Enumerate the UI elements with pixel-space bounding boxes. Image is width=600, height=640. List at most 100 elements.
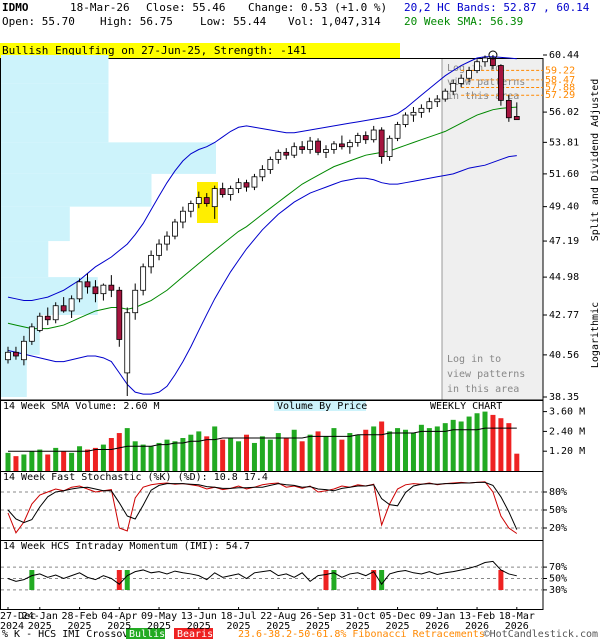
volume-bar <box>498 418 504 471</box>
candle-body <box>410 111 417 116</box>
volume-by-price-bar <box>1 55 109 84</box>
y-tick-label: 49.40 <box>549 202 579 213</box>
legend-text: % K - HCS IMI Crossover, <box>2 629 147 640</box>
x-tick-label: 28-Feb <box>61 611 97 622</box>
candle-body <box>442 90 449 100</box>
change: Change: 0.53 (+1.0 %) <box>248 1 387 14</box>
axis-note: Logarithmic <box>590 302 600 368</box>
volume-bar <box>514 453 520 471</box>
pattern-label: Bullish Engulfing on 27-Jun-25, Strength… <box>2 44 307 57</box>
volume-bar <box>490 414 496 471</box>
candle-body <box>195 197 202 205</box>
candle-body <box>52 305 59 321</box>
x-tick-year: 2025 <box>227 621 251 632</box>
x-tick-year: 2025 <box>107 621 131 632</box>
bands-label: 20,2 HC Bands: 52.87 , 60.14 <box>404 1 590 14</box>
volume-bar <box>410 433 416 471</box>
x-tick-year: 2025 <box>266 621 290 632</box>
candle-body <box>20 340 27 361</box>
candle-body <box>315 140 321 153</box>
axis-note: Split and Dividend Adjusted <box>590 79 600 242</box>
candle-body <box>394 124 401 139</box>
volume-bar <box>188 434 194 471</box>
volume-bar <box>418 424 424 471</box>
volume-bar <box>331 428 337 471</box>
volume-bar <box>236 441 242 471</box>
crossover-marker <box>124 570 130 590</box>
volume-bar <box>180 438 186 471</box>
crossover-marker <box>29 570 35 590</box>
candle-body <box>164 235 170 245</box>
volume-bar <box>299 441 305 471</box>
volume-bar <box>21 454 27 471</box>
x-tick-label: 13-Jun <box>181 611 217 622</box>
crossover-marker <box>379 570 385 590</box>
volume-bar <box>108 438 114 471</box>
y-tick-label: 3.60 M <box>549 407 585 418</box>
x-tick-year: 2024 <box>0 621 24 632</box>
volume-bar <box>283 438 289 471</box>
volume-bar <box>69 452 75 471</box>
candle-body <box>378 129 385 158</box>
y-tick-label: 2.40 M <box>549 426 585 437</box>
candle-body <box>346 142 353 148</box>
volume-by-price-bar <box>1 83 109 113</box>
y-tick-label: 30% <box>549 585 567 596</box>
volume-title: 14 Week SMA Volume: 2.60 M <box>3 401 160 412</box>
candle-body <box>243 182 250 188</box>
volume-bar <box>482 411 488 471</box>
candle-body <box>474 61 480 71</box>
volume-bar <box>259 436 265 471</box>
candle-body <box>148 254 155 268</box>
crossover-marker <box>331 570 337 590</box>
crossover-marker <box>323 570 329 590</box>
candle-body <box>370 129 377 141</box>
y-tick-label: 1.20 M <box>549 446 585 457</box>
x-tick-year: 2026 <box>505 621 529 632</box>
candle-body <box>434 98 441 103</box>
candle-body <box>426 101 433 109</box>
x-tick-label: 04-Apr <box>101 611 137 622</box>
candle-body <box>323 149 329 153</box>
x-tick-label: 05-Dec <box>379 611 415 622</box>
x-tick-label: 31-Oct <box>340 611 376 622</box>
candle-body <box>84 281 91 288</box>
x-tick-label: 18-Mar <box>499 611 535 622</box>
volume-bar <box>156 442 162 471</box>
candle-body <box>132 289 139 314</box>
legend-bullish-box <box>126 628 165 639</box>
low: Low: 55.44 <box>200 15 267 28</box>
volume-bar <box>450 419 456 471</box>
y-tick-label: 47.19 <box>549 236 579 247</box>
volume-bar <box>196 431 202 471</box>
candle-body <box>156 243 162 256</box>
x-tick-year: 2025 <box>147 621 171 632</box>
stochastic-line <box>7 481 518 530</box>
stochastic-title: 14 Week Fast Stochastic (%K) (%D): 10.8 … <box>3 472 268 483</box>
candle-body <box>354 135 361 143</box>
x-tick-label: 09-Jan <box>419 611 455 622</box>
high: High: 56.75 <box>100 15 173 28</box>
volume-bar <box>5 452 11 471</box>
candle-body <box>5 351 11 361</box>
candle-body <box>76 281 83 300</box>
volume-bar <box>251 442 257 471</box>
candle-body <box>124 312 131 374</box>
volume-bar <box>363 429 369 471</box>
volume-bar <box>506 423 512 471</box>
volume-bar <box>395 428 401 471</box>
candle-body <box>505 99 512 119</box>
volume-bar <box>323 436 329 471</box>
y-tick-label: 44.98 <box>549 272 579 283</box>
volume-bar <box>291 429 297 471</box>
volume-by-price-bar <box>1 241 49 278</box>
volume-bar <box>204 436 210 471</box>
candle-body <box>275 151 282 160</box>
candle-body <box>179 210 186 223</box>
candle-body <box>490 57 496 66</box>
candle-body <box>92 286 99 295</box>
candle-body <box>307 140 314 150</box>
x-tick-year: 2025 <box>68 621 92 632</box>
volume-bar <box>132 441 138 471</box>
volume-by-price-bar <box>1 354 27 397</box>
